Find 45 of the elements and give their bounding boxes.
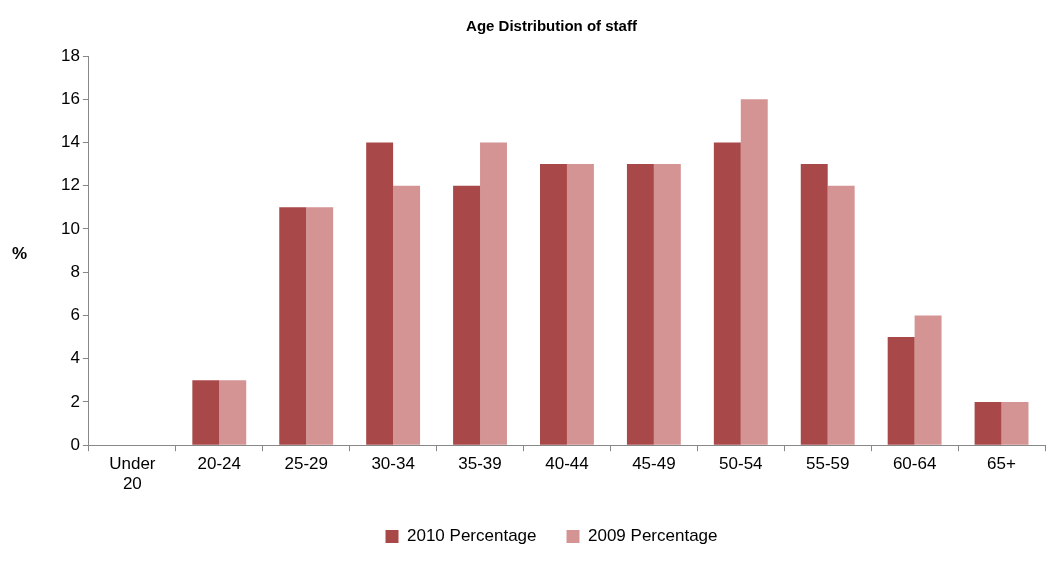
x-tick-label: 40-44 xyxy=(545,454,589,474)
bar xyxy=(827,185,855,445)
bar xyxy=(653,164,681,445)
x-tick-label: 35-39 xyxy=(458,454,502,474)
y-tick-label: 8 xyxy=(70,261,80,281)
bar xyxy=(626,164,654,445)
x-tick-label: 20-24 xyxy=(197,454,242,474)
legend-label: 2009 Percentage xyxy=(588,526,718,546)
y-tick-label: 18 xyxy=(60,45,80,65)
x-tick-label: 60-64 xyxy=(892,454,937,474)
x-tick-label: Under 20 xyxy=(109,454,156,494)
y-tick-label: 4 xyxy=(70,348,80,368)
bar xyxy=(192,380,220,445)
y-tick-label: 0 xyxy=(70,434,80,454)
legend-label: 2010 Percentage xyxy=(407,526,537,546)
bar xyxy=(1001,401,1029,445)
bar xyxy=(393,185,421,445)
bar xyxy=(800,164,828,445)
bar xyxy=(279,207,307,445)
bar xyxy=(480,142,507,445)
y-tick-label: 10 xyxy=(60,218,80,238)
x-tick-label: 50-54 xyxy=(719,454,763,474)
bar xyxy=(713,142,741,445)
bar xyxy=(306,207,334,445)
bar xyxy=(887,337,915,445)
x-tick-label: 45-49 xyxy=(632,454,676,474)
bar xyxy=(740,99,768,445)
bar xyxy=(453,185,481,445)
y-tick-label: 14 xyxy=(60,132,80,152)
bar xyxy=(566,164,594,445)
bar xyxy=(540,164,567,445)
x-tick-label: 30-34 xyxy=(371,454,415,474)
bar xyxy=(366,142,394,445)
bar xyxy=(974,401,1002,445)
bar xyxy=(219,380,247,445)
y-tick-label: 2 xyxy=(70,391,80,411)
bar xyxy=(914,315,942,445)
x-tick-label: 55-59 xyxy=(805,454,850,474)
chart-title: Age Distribution of staff xyxy=(466,17,638,35)
y-axis-title: % xyxy=(12,244,28,264)
x-tick-label: 25-29 xyxy=(284,454,328,474)
x-tick-label: 65+ xyxy=(987,454,1017,474)
y-tick-label: 16 xyxy=(60,88,80,108)
y-tick-label: 6 xyxy=(70,305,80,325)
y-tick-label: 12 xyxy=(60,175,80,195)
